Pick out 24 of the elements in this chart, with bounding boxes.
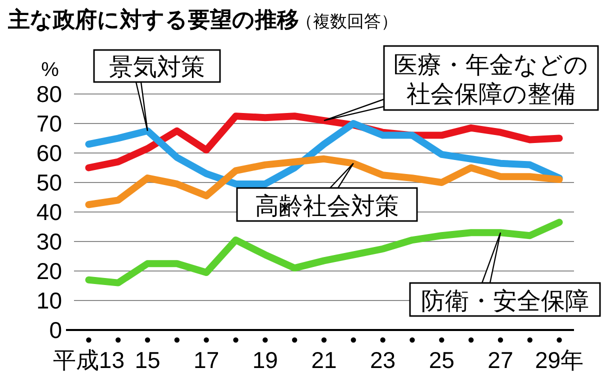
- chart-title: 主な政府に対する要望の推移: [7, 7, 299, 32]
- x-tick-label: 29年: [534, 347, 584, 373]
- x-tick-label: 23: [370, 347, 396, 373]
- x-tick-label: 27: [488, 347, 514, 373]
- text: 防衛・安全保障: [421, 288, 589, 315]
- y-axis-title: %: [41, 59, 60, 81]
- x-tick-label: 15: [134, 347, 160, 373]
- x-tick-label: 25: [428, 347, 454, 373]
- series-label: 高齢社会対策: [255, 193, 399, 220]
- x-tick-label: 17: [194, 347, 220, 373]
- y-tick-label: 30: [36, 228, 62, 254]
- y-tick-label: 0: [49, 317, 62, 343]
- text: 景気対策: [109, 54, 205, 81]
- y-tick-label: 50: [36, 170, 62, 196]
- y-tick-label: 80: [36, 81, 62, 107]
- series-label: 医療・年金などの社会保障の整備: [394, 52, 588, 108]
- y-tick-label: 70: [36, 110, 62, 136]
- x-tick-label: 21: [311, 347, 337, 373]
- x-tick-label: 19: [252, 347, 278, 373]
- x-tick-label: 平成13: [52, 347, 125, 373]
- y-tick-label: 10: [36, 288, 62, 314]
- y-tick-label: 20: [36, 258, 62, 284]
- y-tick-label: 60: [36, 140, 62, 166]
- y-tick-label: 40: [36, 199, 62, 225]
